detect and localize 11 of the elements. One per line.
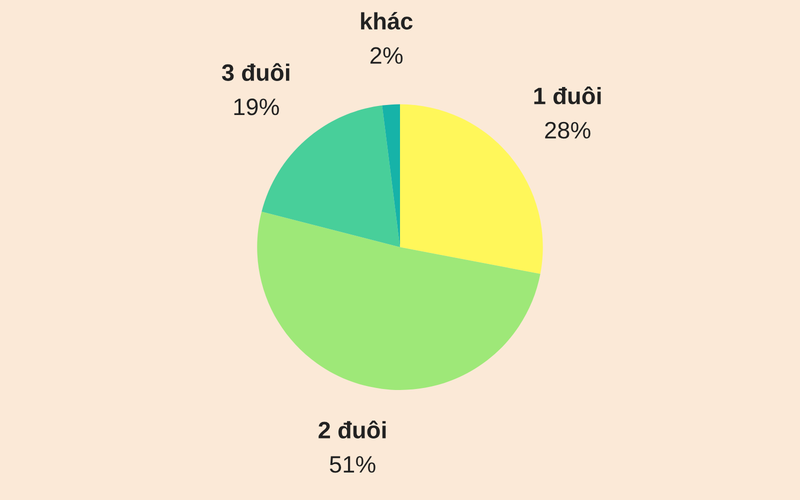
pie-slice <box>257 212 540 390</box>
slice-label: 3 đuôi <box>222 63 290 81</box>
slice-label: 2 đuôi <box>318 420 386 438</box>
slice-label: 1 đuôi <box>534 86 601 104</box>
data-label: 51% <box>330 456 376 473</box>
data-label: 19% <box>234 98 279 116</box>
data-label: 28% <box>545 122 590 139</box>
pie-slice <box>400 104 543 274</box>
slice-label: khác <box>361 12 413 30</box>
data-label: 2% <box>370 47 403 64</box>
pie-slice <box>382 104 400 248</box>
